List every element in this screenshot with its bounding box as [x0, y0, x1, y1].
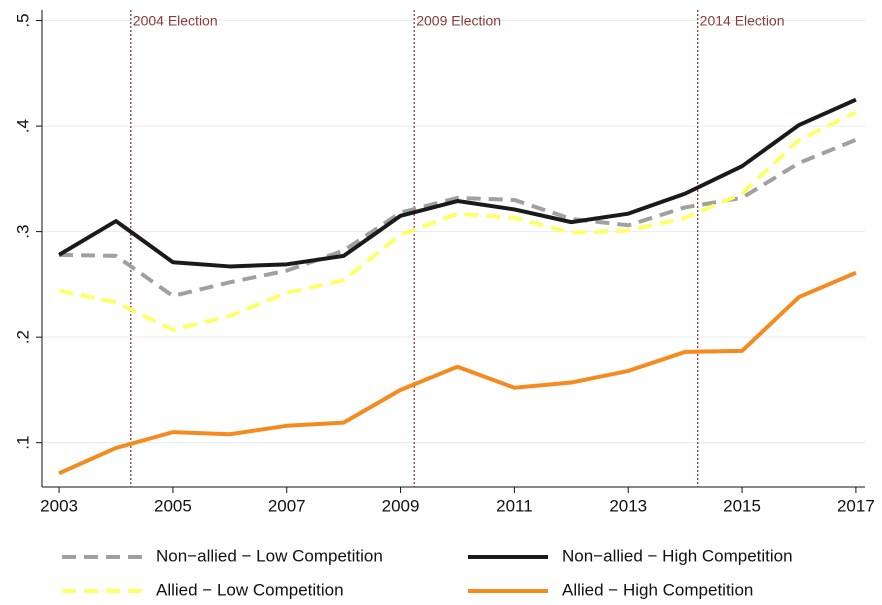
- x-tick-label: 2017: [837, 496, 875, 515]
- annotation: 2014 Election: [700, 13, 785, 29]
- legend-label: Allied − Low Competition: [156, 580, 344, 599]
- y-tick-label: .3: [13, 225, 32, 239]
- legend-label: Allied − High Competition: [562, 580, 753, 599]
- x-tick-label: 2009: [382, 496, 420, 515]
- series-line: [58, 270, 857, 476]
- y-tick-label: .4: [13, 119, 32, 133]
- y-tick-label: .1: [13, 436, 32, 450]
- y-tick-label: .2: [13, 330, 32, 344]
- y-tick-label: .5: [13, 13, 32, 27]
- series-line: [58, 110, 857, 332]
- series-line: [58, 97, 857, 269]
- x-tick-label: 2011: [496, 496, 533, 515]
- annotation: 2009 Election: [416, 13, 501, 29]
- series-line: [59, 137, 857, 298]
- x-tick-label: 2007: [268, 496, 306, 515]
- x-tick-label: 2015: [723, 496, 761, 515]
- legend-label: Non−allied − High Competition: [562, 546, 793, 565]
- x-tick-label: 2003: [40, 496, 78, 515]
- annotation: 2004 Election: [133, 13, 218, 29]
- x-tick-label: 2005: [154, 496, 192, 515]
- legend-label: Non−allied − Low Competition: [156, 546, 383, 565]
- x-tick-label: 2013: [609, 496, 647, 515]
